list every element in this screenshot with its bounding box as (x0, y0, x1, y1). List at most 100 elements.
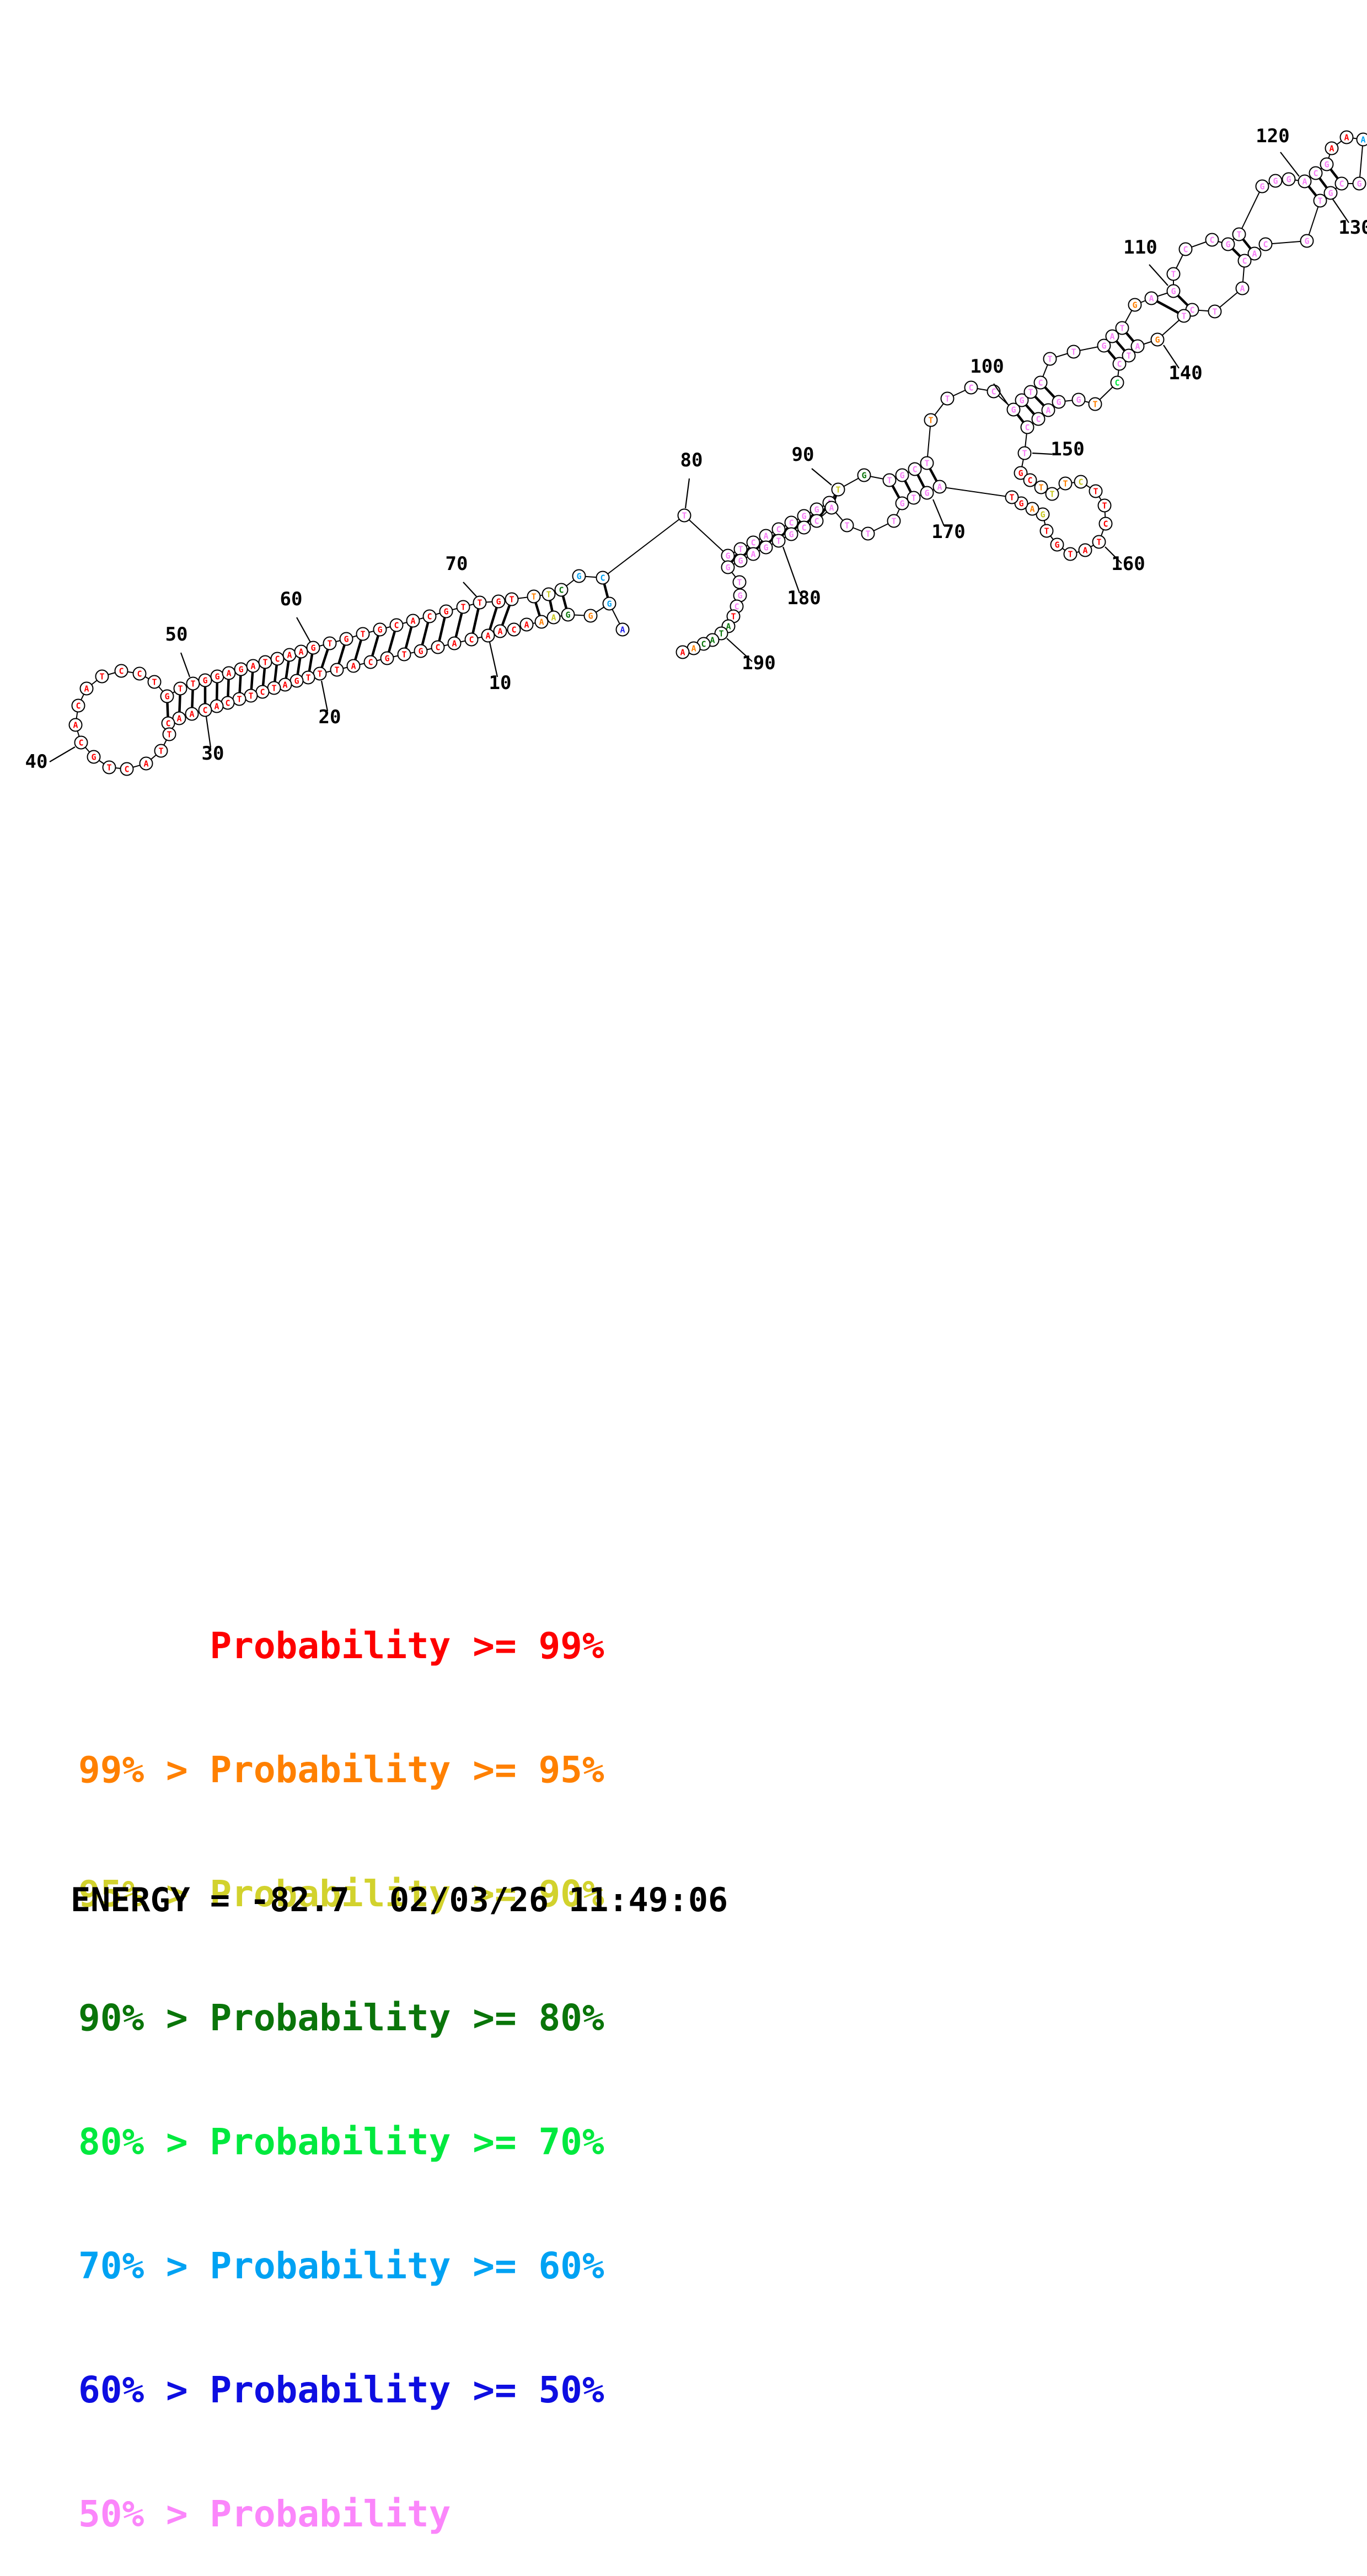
probability-legend: Probability >= 99% 99% > Probability >= … (78, 1542, 604, 2576)
nucleotide-letter: A (539, 617, 544, 627)
nucleotide-letter: A (691, 643, 696, 653)
nucleotide-letter: C (600, 573, 605, 583)
nucleotide-letter: C (789, 518, 794, 528)
nucleotide-letter: G (565, 610, 570, 620)
nucleotide-letter: A (1360, 135, 1365, 144)
nucleotide-letter: G (238, 664, 243, 674)
nucleotide-letter: G (1011, 405, 1016, 415)
nucleotide-letter: A (680, 647, 685, 657)
nucleotide-letter: C (78, 738, 83, 747)
nucleotide-letter: T (1093, 486, 1098, 496)
nucleotide-letter: A (1344, 132, 1349, 142)
nucleotide-letter: G (294, 676, 299, 686)
nucleotide-letter: G (443, 606, 448, 616)
nucleotide-letter: G (1076, 395, 1081, 405)
nucleotide-letter: A (1252, 249, 1257, 259)
nucleotide-letter: C (124, 764, 129, 774)
position-tick (50, 747, 75, 762)
position-label: 170 (931, 521, 965, 543)
backbone-layer (76, 137, 1363, 769)
nucleotide-letter: T (1028, 387, 1033, 397)
nucleotide-letter: T (317, 669, 322, 679)
nucleotide-letter: T (167, 729, 171, 739)
nucleotide-letter: G (725, 551, 730, 561)
nucleotide-letter: T (1009, 492, 1014, 502)
nucleotide-letter: C (394, 620, 399, 630)
nucleotide-letter: G (1324, 159, 1329, 169)
nucleotide-letter: A (1030, 504, 1034, 514)
position-label: 60 (280, 588, 303, 610)
nucleotide-letter: G (496, 596, 501, 606)
nucleotide-letter: T (1317, 196, 1322, 206)
legend-row-70: 80% > Probability >= 70% (78, 2121, 604, 2163)
legend-row-below-50: 50% > Probability (78, 2493, 604, 2535)
nucleotide-letter: C (1339, 179, 1344, 189)
nucleotide-letter: A (551, 612, 556, 622)
nucleotide-letter: G (418, 646, 423, 656)
nucleotide-letter: C (1038, 378, 1043, 388)
nucleotide-letter: C (165, 718, 170, 728)
nucleotide-letter: C (1313, 168, 1318, 178)
nucleotide-letter: C (801, 523, 806, 533)
nucleotide-letter: C (137, 669, 142, 679)
nucleotide-letter: C (427, 611, 432, 621)
nucleotide-letter: G (1019, 395, 1024, 405)
nucleotide-letter: C (275, 654, 280, 664)
nucleotide-letter: T (509, 594, 514, 604)
nucleotide-letter: C (435, 642, 440, 652)
nucleotide-letter: T (1071, 347, 1076, 357)
nucleotide-letter: T (731, 611, 736, 621)
nucleotide-letter: G (576, 571, 581, 581)
nucleotide-letter: C (1027, 475, 1032, 485)
nucleotide-letter: A (485, 631, 490, 641)
nucleotide-letter: G (202, 675, 207, 685)
nucleotide-letter: G (899, 470, 904, 480)
legend-text: 70% > Probability >= 60% (78, 2245, 604, 2287)
nucleotide-letter: T (1063, 478, 1068, 488)
nucleotide-letter: A (189, 709, 194, 719)
legend-text: 90% > Probability >= 80% (78, 1997, 604, 2039)
nucleotide-letter: G (1018, 498, 1023, 508)
position-label: 110 (1123, 236, 1157, 259)
nucleotide-letter: A (1302, 176, 1307, 186)
nucleotide-letter: C (76, 701, 81, 711)
position-label: 150 (1050, 438, 1084, 460)
nucleotide-letter: C (559, 585, 564, 595)
nucleotide-letter: C (1242, 256, 1247, 266)
position-label: 40 (25, 751, 48, 773)
nucleotide-letter: A (452, 638, 457, 648)
nucleotide-letter: G (607, 599, 612, 609)
nucleotide-letter: C (1189, 305, 1194, 315)
nucleotide-letter: G (1101, 341, 1106, 351)
position-label: 120 (1256, 125, 1289, 147)
backbone-segment (940, 487, 1012, 497)
nucleotide-letter: G (1056, 397, 1061, 407)
nucleotide-letter: T (1119, 323, 1124, 333)
nucleotide-letter: C (1025, 422, 1030, 432)
nucleotide-letter: C (511, 625, 516, 634)
nucleotide-letter: G (1328, 188, 1333, 198)
position-tick (1032, 453, 1052, 454)
position-tick (297, 617, 310, 642)
nucleotide-letter: A (214, 701, 219, 711)
nucleotide-letter: A (1135, 341, 1140, 351)
nucleotide-letter: T (99, 671, 104, 681)
nucleotide-letter: T (1171, 269, 1176, 279)
position-label: 130 (1338, 217, 1367, 239)
nucleotide-letter: T (1022, 448, 1027, 458)
nucleotide-letter: T (1236, 229, 1241, 239)
nucleotide-letter: T (305, 673, 310, 682)
backbone-segment (684, 515, 728, 556)
nucleotide-letter: G (1132, 300, 1137, 310)
nucleotide-letter: T (682, 510, 687, 520)
nucleotide-letter: T (262, 657, 267, 667)
nucleotide-letter: G (725, 562, 730, 572)
nucleotide-letter: T (1126, 351, 1131, 361)
nucleotide-letter: T (776, 536, 781, 546)
nucleotide-letter: C (368, 657, 373, 667)
nucleotide-letter: T (945, 394, 950, 404)
nucleotide-letter: G (310, 643, 315, 653)
nucleotide-letter: C (1263, 239, 1268, 249)
nucleotide-letter: A (250, 661, 255, 671)
nucleotide-letter: G (384, 653, 389, 663)
